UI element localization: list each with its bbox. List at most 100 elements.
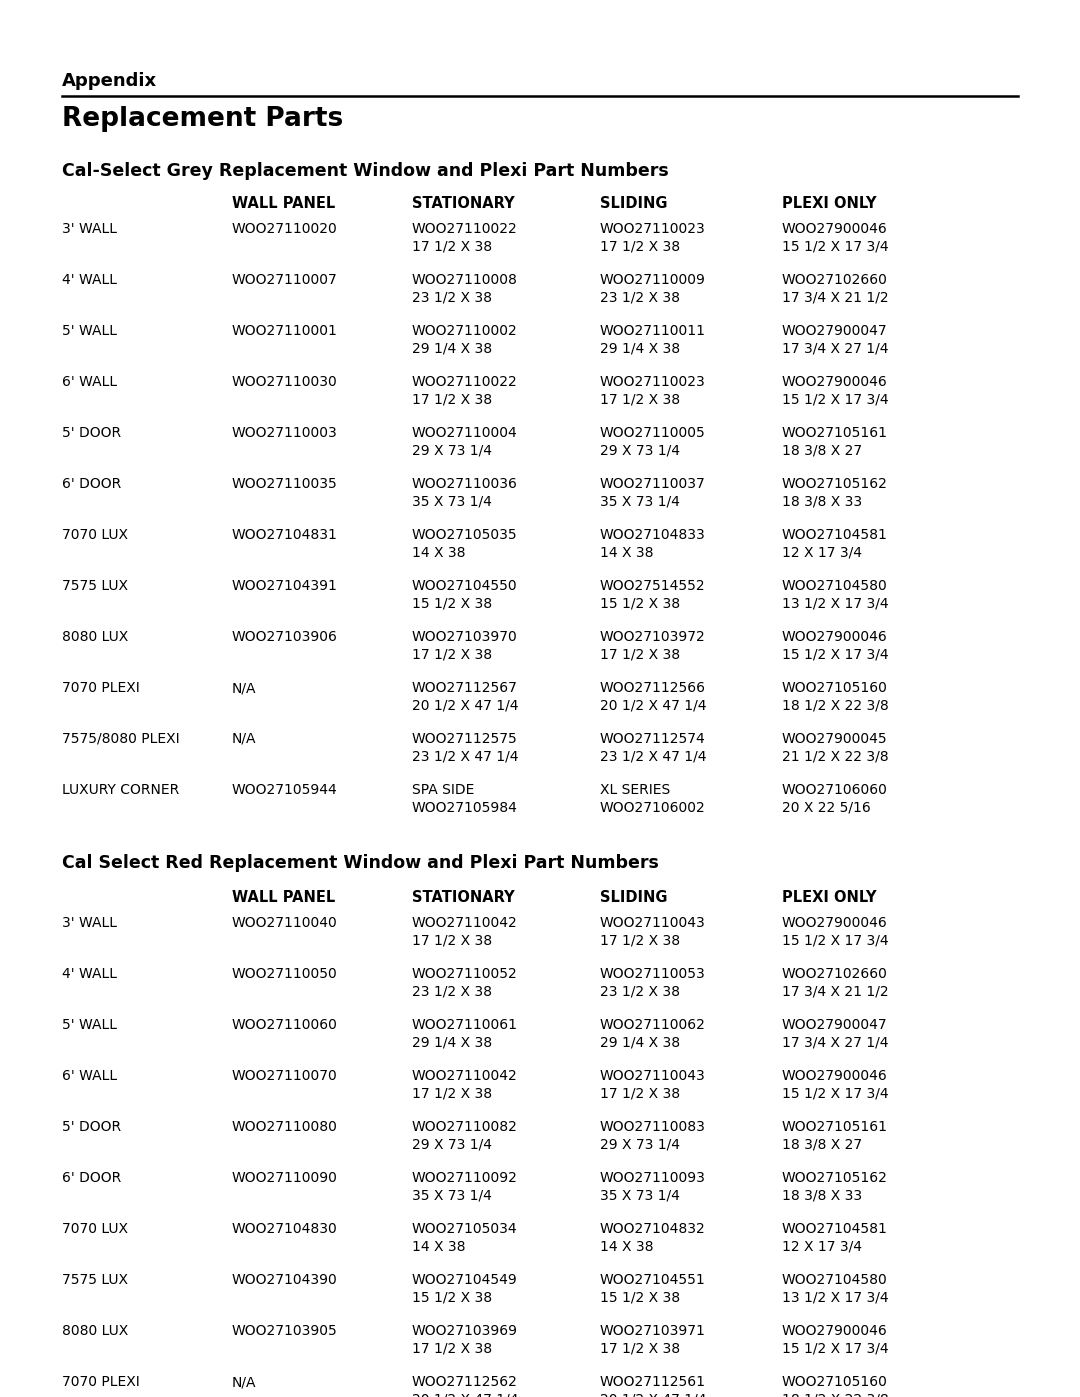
Text: 6' WALL: 6' WALL [62,1069,117,1083]
Text: N/A: N/A [232,680,257,694]
Text: STATIONARY: STATIONARY [411,890,515,905]
Text: N/A: N/A [232,732,257,746]
Text: WOO27110023
17 1/2 X 38: WOO27110023 17 1/2 X 38 [600,222,705,254]
Text: WOO27900046
15 1/2 X 17 3/4: WOO27900046 15 1/2 X 17 3/4 [782,630,889,662]
Text: 7575/8080 PLEXI: 7575/8080 PLEXI [62,732,179,746]
Text: SLIDING: SLIDING [600,196,667,211]
Text: WOO27110040: WOO27110040 [232,916,338,930]
Text: WOO27110002
29 1/4 X 38: WOO27110002 29 1/4 X 38 [411,324,517,356]
Text: WOO27514552
15 1/2 X 38: WOO27514552 15 1/2 X 38 [600,578,705,610]
Text: WOO27900046
15 1/2 X 17 3/4: WOO27900046 15 1/2 X 17 3/4 [782,374,889,407]
Text: SLIDING: SLIDING [600,890,667,905]
Text: WOO27105944: WOO27105944 [232,782,338,798]
Text: WOO27104551
15 1/2 X 38: WOO27104551 15 1/2 X 38 [600,1273,705,1305]
Text: WOO27105035
14 X 38: WOO27105035 14 X 38 [411,528,517,560]
Text: WOO27112574
23 1/2 X 47 1/4: WOO27112574 23 1/2 X 47 1/4 [600,732,706,764]
Text: WOO27110062
29 1/4 X 38: WOO27110062 29 1/4 X 38 [600,1018,706,1051]
Text: PLEXI ONLY: PLEXI ONLY [782,890,877,905]
Text: WOO27105161
18 3/8 X 27: WOO27105161 18 3/8 X 27 [782,1120,888,1153]
Text: WOO27105160
18 1/2 X 22 3/8: WOO27105160 18 1/2 X 22 3/8 [782,1375,889,1397]
Text: WOO27110082
29 X 73 1/4: WOO27110082 29 X 73 1/4 [411,1120,518,1153]
Text: 5' DOOR: 5' DOOR [62,1120,121,1134]
Text: WOO27110070: WOO27110070 [232,1069,338,1083]
Text: 7070 PLEXI: 7070 PLEXI [62,680,139,694]
Text: WOO27110053
23 1/2 X 38: WOO27110053 23 1/2 X 38 [600,967,705,999]
Text: WOO27110030: WOO27110030 [232,374,338,388]
Text: WOO27103905: WOO27103905 [232,1324,338,1338]
Text: WOO27900046
15 1/2 X 17 3/4: WOO27900046 15 1/2 X 17 3/4 [782,1324,889,1356]
Text: WOO27104831: WOO27104831 [232,528,338,542]
Text: 3' WALL: 3' WALL [62,916,117,930]
Text: WOO27900047
17 3/4 X 27 1/4: WOO27900047 17 3/4 X 27 1/4 [782,1018,889,1051]
Text: XL SERIES
WOO27106002: XL SERIES WOO27106002 [600,782,705,814]
Text: LUXURY CORNER: LUXURY CORNER [62,782,179,798]
Text: WOO27112562
20 1/2 X 47 1/4: WOO27112562 20 1/2 X 47 1/4 [411,1375,518,1397]
Text: WOO27103906: WOO27103906 [232,630,338,644]
Text: WALL PANEL: WALL PANEL [232,196,335,211]
Text: Cal Select Red Replacement Window and Plexi Part Numbers: Cal Select Red Replacement Window and Pl… [62,854,659,872]
Text: WOO27110042
17 1/2 X 38: WOO27110042 17 1/2 X 38 [411,1069,517,1101]
Text: 7070 PLEXI: 7070 PLEXI [62,1375,139,1389]
Text: WOO27112575
23 1/2 X 47 1/4: WOO27112575 23 1/2 X 47 1/4 [411,732,518,764]
Text: WOO27104550
15 1/2 X 38: WOO27104550 15 1/2 X 38 [411,578,517,610]
Text: Cal-Select Grey Replacement Window and Plexi Part Numbers: Cal-Select Grey Replacement Window and P… [62,162,669,180]
Text: WOO27102660
17 3/4 X 21 1/2: WOO27102660 17 3/4 X 21 1/2 [782,272,889,305]
Text: WOO27110023
17 1/2 X 38: WOO27110023 17 1/2 X 38 [600,374,705,407]
Text: WOO27104390: WOO27104390 [232,1273,338,1287]
Text: WOO27103971
17 1/2 X 38: WOO27103971 17 1/2 X 38 [600,1324,706,1356]
Text: WOO27110090: WOO27110090 [232,1171,338,1185]
Text: WOO27104830: WOO27104830 [232,1222,338,1236]
Text: 5' WALL: 5' WALL [62,324,117,338]
Text: WOO27104580
13 1/2 X 17 3/4: WOO27104580 13 1/2 X 17 3/4 [782,578,889,610]
Text: WOO27900046
15 1/2 X 17 3/4: WOO27900046 15 1/2 X 17 3/4 [782,1069,889,1101]
Text: WOO27104391: WOO27104391 [232,578,338,592]
Text: WOO27110004
29 X 73 1/4: WOO27110004 29 X 73 1/4 [411,426,517,458]
Text: WOO27106060
20 X 22 5/16: WOO27106060 20 X 22 5/16 [782,782,888,814]
Text: Replacement Parts: Replacement Parts [62,106,343,131]
Text: WOO27110093
35 X 73 1/4: WOO27110093 35 X 73 1/4 [600,1171,706,1203]
Text: WALL PANEL: WALL PANEL [232,890,335,905]
Text: 8080 LUX: 8080 LUX [62,630,129,644]
Text: WOO27103972
17 1/2 X 38: WOO27103972 17 1/2 X 38 [600,630,705,662]
Text: WOO27900047
17 3/4 X 27 1/4: WOO27900047 17 3/4 X 27 1/4 [782,324,889,356]
Text: WOO27110083
29 X 73 1/4: WOO27110083 29 X 73 1/4 [600,1120,706,1153]
Text: WOO27112566
20 1/2 X 47 1/4: WOO27112566 20 1/2 X 47 1/4 [600,680,706,712]
Text: 5' DOOR: 5' DOOR [62,426,121,440]
Text: 4' WALL: 4' WALL [62,272,117,286]
Text: WOO27112567
20 1/2 X 47 1/4: WOO27112567 20 1/2 X 47 1/4 [411,680,518,712]
Text: WOO27105161
18 3/8 X 27: WOO27105161 18 3/8 X 27 [782,426,888,458]
Text: WOO27103969
17 1/2 X 38: WOO27103969 17 1/2 X 38 [411,1324,518,1356]
Text: WOO27900045
21 1/2 X 22 3/8: WOO27900045 21 1/2 X 22 3/8 [782,732,889,764]
Text: WOO27110042
17 1/2 X 38: WOO27110042 17 1/2 X 38 [411,916,517,947]
Text: 3' WALL: 3' WALL [62,222,117,236]
Text: WOO27110043
17 1/2 X 38: WOO27110043 17 1/2 X 38 [600,916,705,947]
Text: WOO27110052
23 1/2 X 38: WOO27110052 23 1/2 X 38 [411,967,517,999]
Text: WOO27110043
17 1/2 X 38: WOO27110043 17 1/2 X 38 [600,1069,705,1101]
Text: WOO27105162
18 3/8 X 33: WOO27105162 18 3/8 X 33 [782,476,888,509]
Text: WOO27110050: WOO27110050 [232,967,338,981]
Text: WOO27112561
20 1/2 X 47 1/4: WOO27112561 20 1/2 X 47 1/4 [600,1375,706,1397]
Text: WOO27110036
35 X 73 1/4: WOO27110036 35 X 73 1/4 [411,476,518,509]
Text: WOO27110007: WOO27110007 [232,272,338,286]
Text: WOO27110092
35 X 73 1/4: WOO27110092 35 X 73 1/4 [411,1171,518,1203]
Text: WOO27102660
17 3/4 X 21 1/2: WOO27102660 17 3/4 X 21 1/2 [782,967,889,999]
Text: WOO27110060: WOO27110060 [232,1018,338,1032]
Text: WOO27110001: WOO27110001 [232,324,338,338]
Text: SPA SIDE
WOO27105984: SPA SIDE WOO27105984 [411,782,518,814]
Text: WOO27104833
14 X 38: WOO27104833 14 X 38 [600,528,705,560]
Text: WOO27110080: WOO27110080 [232,1120,338,1134]
Text: WOO27110003: WOO27110003 [232,426,338,440]
Text: PLEXI ONLY: PLEXI ONLY [782,196,877,211]
Text: WOO27110011
29 1/4 X 38: WOO27110011 29 1/4 X 38 [600,324,706,356]
Text: N/A: N/A [232,1375,257,1389]
Text: WOO27110022
17 1/2 X 38: WOO27110022 17 1/2 X 38 [411,374,517,407]
Text: WOO27110061
29 1/4 X 38: WOO27110061 29 1/4 X 38 [411,1018,518,1051]
Text: WOO27110035: WOO27110035 [232,476,338,490]
Text: WOO27900046
15 1/2 X 17 3/4: WOO27900046 15 1/2 X 17 3/4 [782,222,889,254]
Text: 7070 LUX: 7070 LUX [62,528,129,542]
Text: WOO27110008
23 1/2 X 38: WOO27110008 23 1/2 X 38 [411,272,518,305]
Text: WOO27104581
12 X 17 3/4: WOO27104581 12 X 17 3/4 [782,528,888,560]
Text: WOO27110020: WOO27110020 [232,222,338,236]
Text: WOO27110005
29 X 73 1/4: WOO27110005 29 X 73 1/4 [600,426,705,458]
Text: STATIONARY: STATIONARY [411,196,515,211]
